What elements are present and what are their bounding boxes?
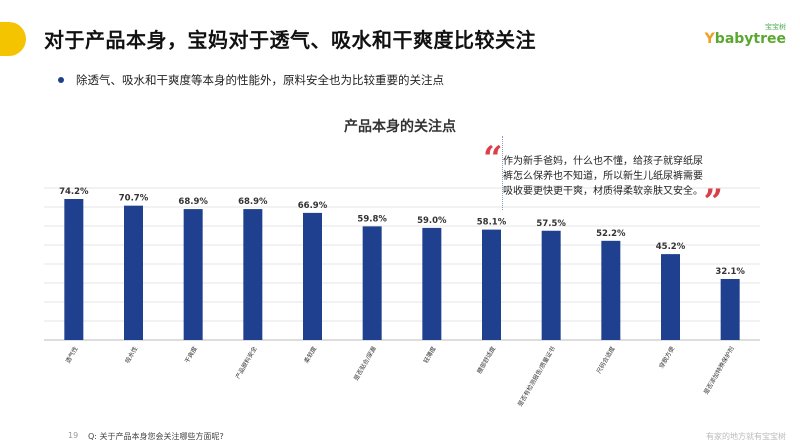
data-label: 32.1%: [715, 267, 745, 277]
page-title: 对于产品本身，宝妈对于透气、吸水和干爽度比较关注: [44, 28, 536, 52]
x-tick-label: 透气性: [64, 345, 80, 365]
x-tick-label: 腰部舒适度: [475, 345, 497, 375]
footer-slogan: 有家的地方就有宝宝树: [706, 432, 786, 441]
bar: [183, 209, 203, 340]
data-label: 59.8%: [357, 214, 387, 224]
data-label: 45.2%: [656, 242, 686, 252]
x-tick-label: 柔软度: [302, 345, 318, 365]
bar: [720, 279, 740, 340]
logo-y-mark: Y: [704, 31, 715, 47]
quote-close-icon: ”: [703, 182, 723, 222]
bar: [661, 254, 680, 340]
x-tick-label: 是否贴合/尿漏: [352, 345, 378, 382]
logo-cn-text: 宝宝树: [765, 23, 786, 31]
logo: Ybabytree: [705, 31, 786, 47]
bar: [482, 229, 501, 340]
data-label: 52.2%: [596, 229, 626, 239]
data-label: 68.9%: [238, 197, 268, 207]
data-label: 59.0%: [417, 216, 447, 226]
bar: [601, 240, 621, 340]
chart-title: 产品本身的关注点: [344, 119, 456, 135]
bar: [64, 199, 84, 340]
data-label: 57.5%: [536, 219, 566, 229]
quote-open-icon: “: [483, 139, 503, 179]
bullet-dot-icon: [58, 76, 64, 83]
x-tick-label: 尺码合适度: [595, 345, 617, 375]
bullet-point: 除透气、吸水和干爽度等本身的性能外，原料安全也为比较重要的关注点: [58, 72, 444, 88]
data-label: 58.1%: [477, 218, 507, 228]
logo-text: babytree: [714, 31, 786, 47]
x-tick-label: 轻薄度: [422, 345, 438, 365]
bar: [362, 226, 382, 340]
bar: [541, 230, 561, 340]
data-label: 68.9%: [178, 197, 208, 207]
quote-text: 作为新手爸妈，什么也不懂，给孩子就穿纸尿裤怎么保养也不知道，所以新生儿纸尿裤需要…: [503, 156, 703, 197]
x-tick-label: 是否添加特殊保护剂: [702, 345, 736, 396]
bullet-text: 除透气、吸水和干爽度等本身的性能外，原料安全也为比较重要的关注点: [76, 73, 444, 87]
x-tick-label: 是否有检测报告/质量证书: [516, 345, 557, 408]
x-tick-label: 吸水性: [123, 345, 139, 365]
bar: [422, 227, 442, 340]
footer-question: Q: 关于产品本身您会关注哪些方面呢?: [88, 432, 224, 441]
bar: [303, 212, 322, 340]
bar: [243, 209, 263, 340]
data-label: 70.7%: [119, 194, 149, 204]
x-tick-label: 穿脱方便: [657, 345, 676, 370]
bar: [124, 205, 143, 340]
quote-box: “ 作为新手爸妈，什么也不懂，给孩子就穿纸尿裤怎么保养也不知道，所以新生儿纸尿裤…: [483, 142, 723, 219]
x-tick-label: 产品原料安全: [234, 345, 259, 380]
data-label: 66.9%: [298, 201, 328, 211]
data-label: 74.2%: [59, 187, 89, 197]
quote-divider: [502, 136, 503, 210]
x-tick-label: 干爽度: [183, 345, 199, 365]
accent-bar: [0, 22, 26, 56]
page-number: 19: [68, 431, 79, 440]
